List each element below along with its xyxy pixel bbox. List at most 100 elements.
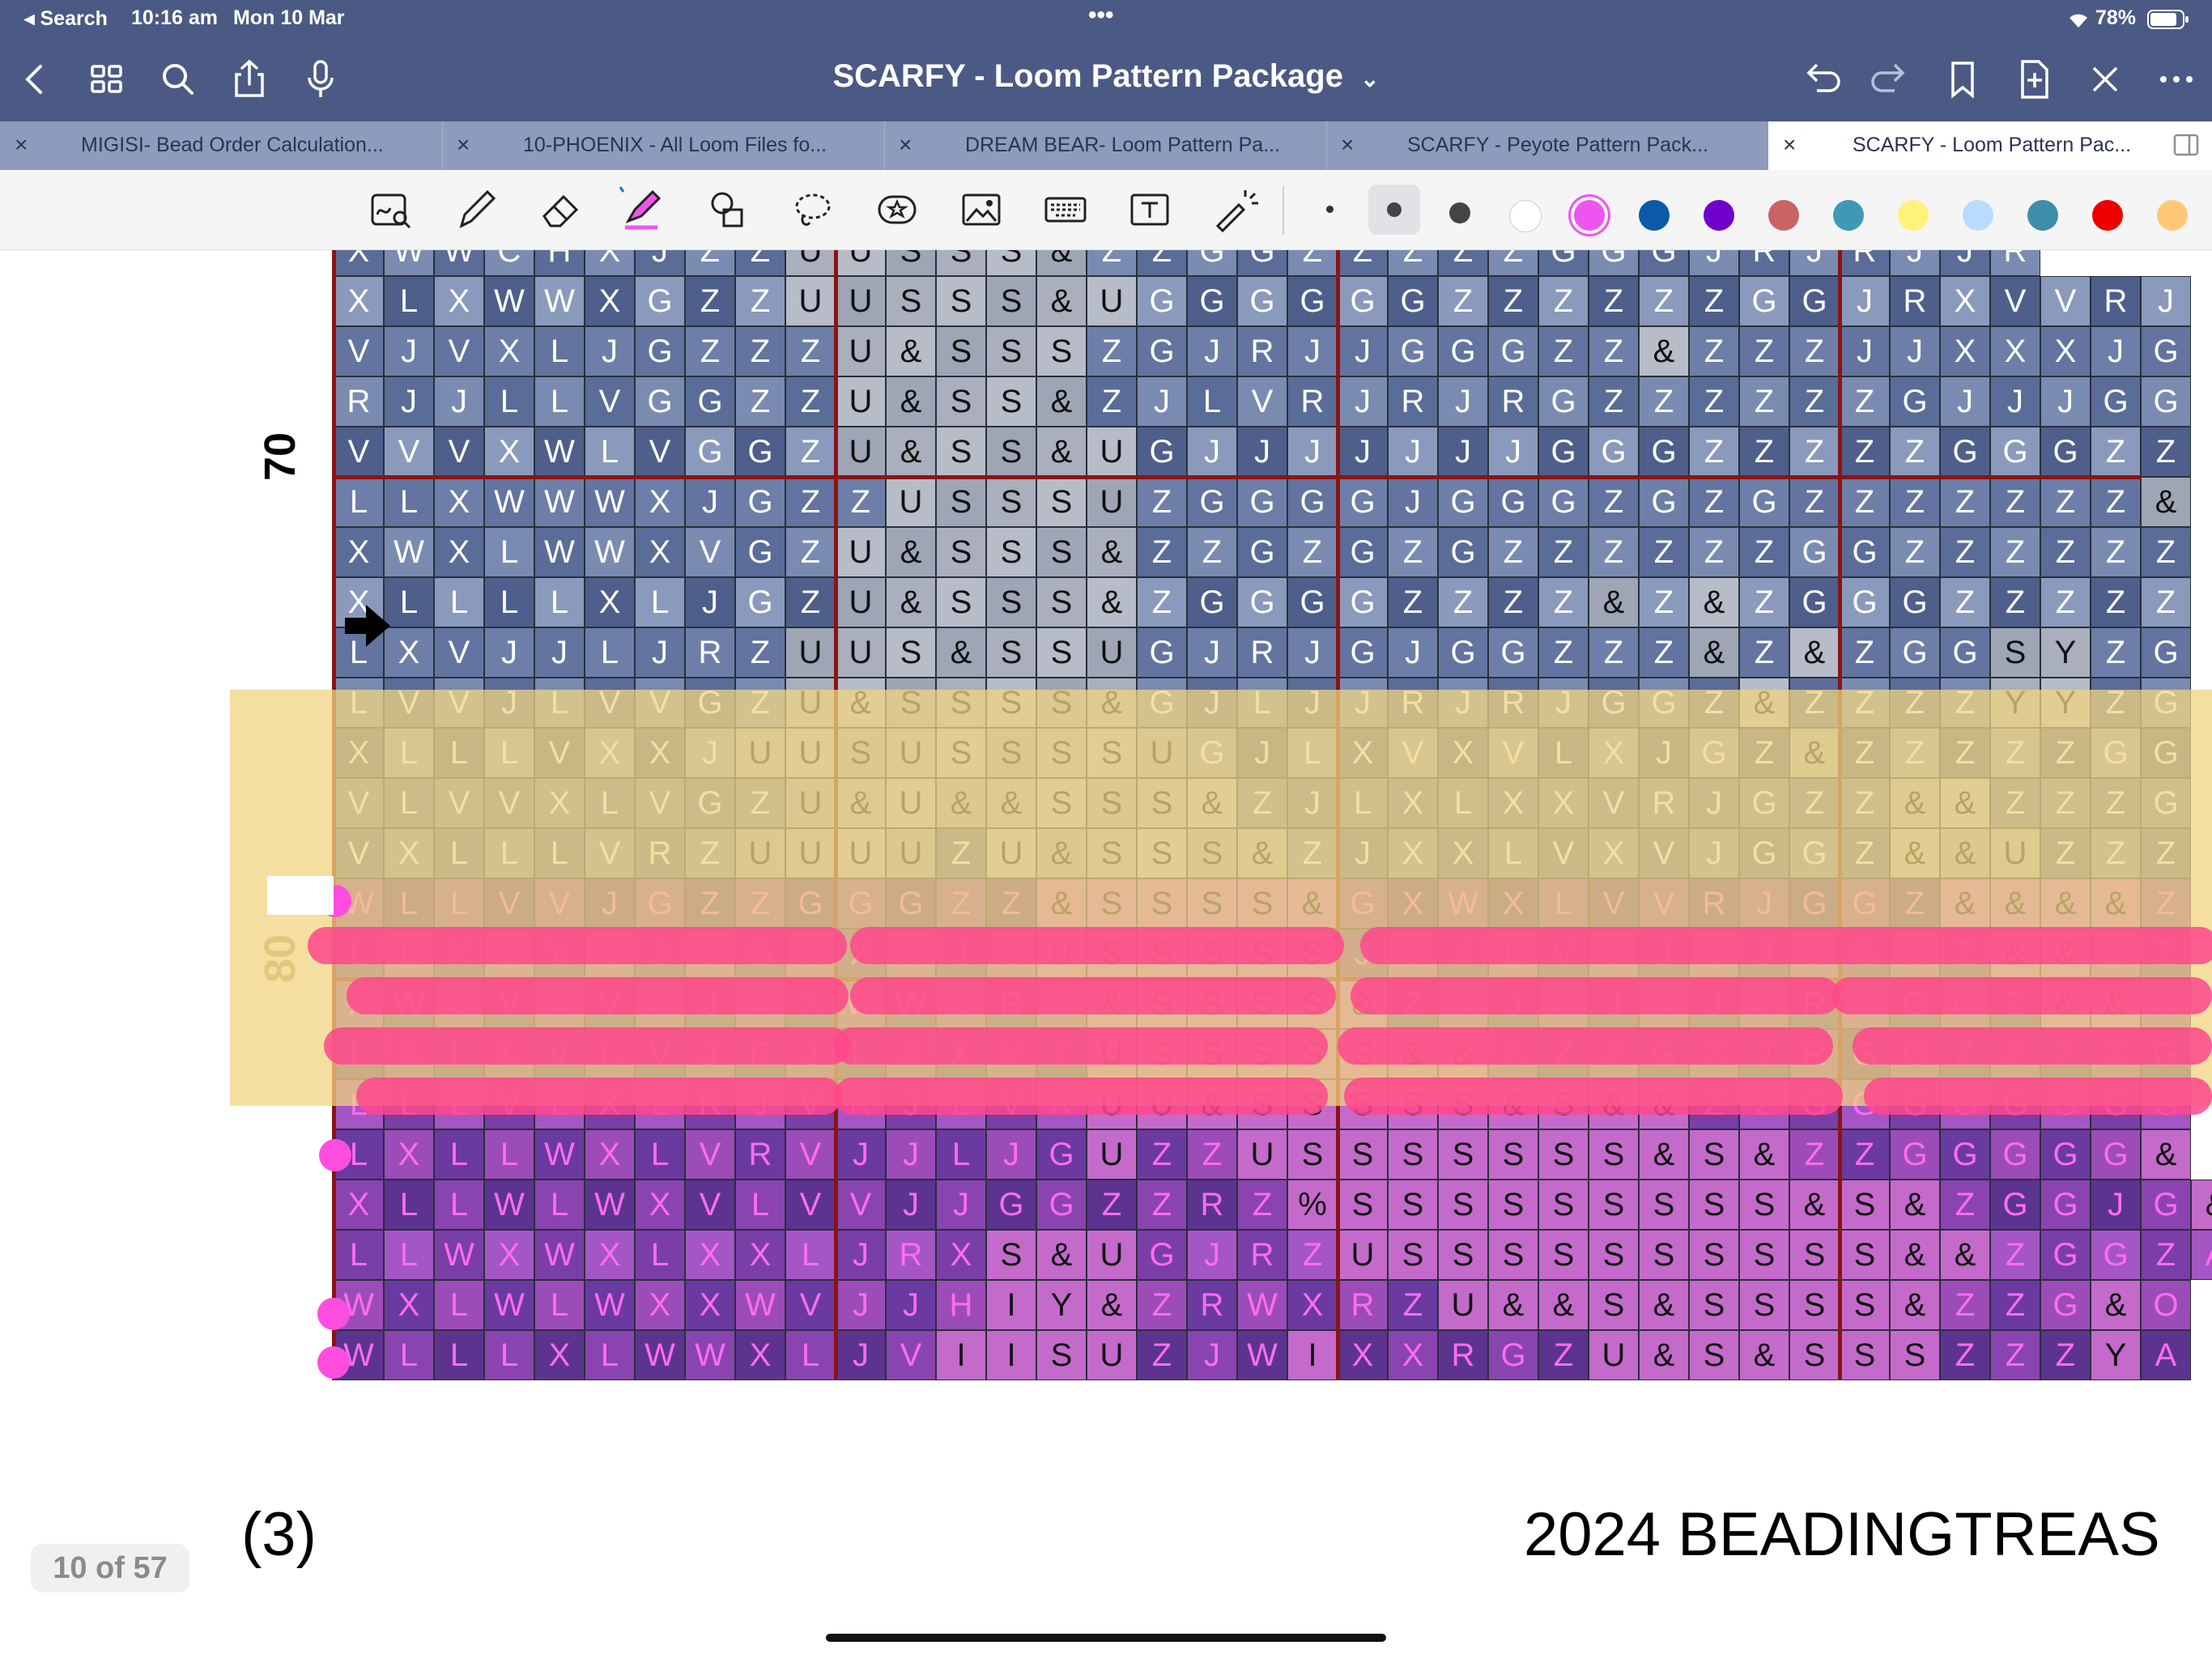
tab-close-icon[interactable]: ×	[15, 132, 28, 157]
color-swatch[interactable]	[1509, 200, 1542, 232]
bead-cell: G	[1287, 477, 1338, 527]
bead-cell: X	[685, 1280, 735, 1330]
bead-cell: Z	[735, 376, 785, 427]
color-swatch[interactable]	[1704, 200, 1734, 231]
bead-cell: L	[936, 1129, 986, 1180]
bead-cell: &	[1639, 1129, 1689, 1180]
title-chevron-down-icon[interactable]: ⌄	[1360, 66, 1380, 91]
microphone-icon[interactable]	[296, 55, 345, 104]
bead-cell: X	[685, 1230, 735, 1280]
bead-cell: L	[484, 376, 534, 427]
tab-phoenix[interactable]: × 10-PHOENIX - All Loom Files fo...	[442, 121, 885, 170]
color-swatch[interactable]	[2092, 200, 2123, 231]
bead-cell: G	[1739, 276, 1789, 326]
more-options-icon[interactable]	[2152, 55, 2201, 104]
document-title-text[interactable]: SCARFY - Loom Pattern Package	[832, 58, 1343, 94]
document-title[interactable]: SCARFY - Loom Pattern Package ⌄	[0, 58, 2212, 95]
handwriting-search-icon[interactable]	[368, 185, 416, 234]
wifi-icon	[2066, 10, 2091, 35]
bead-cell: &	[1739, 1129, 1789, 1180]
tab-dream-bear[interactable]: × DREAM BEAR- Loom Pattern Pa...	[884, 121, 1327, 170]
bead-cell: W	[384, 527, 434, 577]
bead-cell: O	[2141, 1280, 2191, 1330]
tab-scarfy-loom-active[interactable]: × SCARFY - Loom Pattern Pac...	[1768, 121, 2212, 170]
undo-icon[interactable]	[1796, 55, 1844, 104]
color-swatch[interactable]	[1768, 200, 1799, 231]
bead-cell: G	[1538, 427, 1589, 477]
bead-cell: L	[334, 1230, 384, 1280]
bead-cell: G	[1338, 527, 1388, 577]
shapes-icon[interactable]	[704, 185, 753, 234]
bead-cell: G	[1036, 1129, 1087, 1180]
color-swatch[interactable]	[1574, 200, 1605, 231]
image-icon[interactable]	[957, 185, 1006, 234]
bead-cell: G	[1589, 250, 1639, 276]
bead-cell: Z	[785, 577, 836, 627]
color-swatch[interactable]	[1898, 200, 1929, 231]
bead-cell: Z	[1187, 1129, 1237, 1180]
bead-cell: L	[785, 1330, 836, 1380]
tab-close-icon[interactable]: ×	[1341, 132, 1355, 157]
tab-label[interactable]: SCARFY - Loom Pattern Pac...	[1853, 134, 2132, 156]
laser-pointer-icon[interactable]	[1210, 185, 1258, 234]
tab-label[interactable]: SCARFY - Peyote Pattern Pack...	[1407, 134, 1708, 156]
color-swatch[interactable]	[1833, 200, 1864, 231]
bead-cell: G	[986, 1180, 1036, 1230]
bead-cell: &	[1739, 1330, 1789, 1380]
bead-cell: G	[1940, 1129, 1990, 1180]
home-indicator[interactable]	[826, 1634, 1386, 1642]
color-swatch[interactable]	[2027, 200, 2058, 231]
back-to-search-link[interactable]: ◂ Search	[24, 7, 108, 30]
lasso-icon[interactable]	[789, 185, 837, 234]
color-swatch[interactable]	[1639, 200, 1670, 231]
bead-cell: L	[635, 1230, 685, 1280]
bookmark-icon[interactable]	[1938, 55, 1987, 104]
search-icon[interactable]	[154, 55, 202, 104]
tab-close-icon[interactable]: ×	[457, 132, 470, 157]
tab-close-icon[interactable]: ×	[899, 132, 912, 157]
bead-cell: Z	[1438, 276, 1488, 326]
color-swatch[interactable]	[1963, 200, 1993, 231]
text-box-icon[interactable]	[1125, 185, 1174, 234]
highlighter-icon[interactable]	[617, 185, 666, 234]
bead-cell: J	[1338, 326, 1388, 376]
document-page[interactable]: X W W C H X J Z Z U U S S S & Z Z G G Z Z Z Z Z G G G J R J R J J R X L X W W X…	[0, 250, 2212, 1658]
tab-label[interactable]: 10-PHOENIX - All Loom Files fo...	[523, 134, 827, 156]
bead-cell: Z	[1890, 427, 1940, 477]
redo-icon[interactable]	[1867, 55, 1916, 104]
add-page-icon[interactable]	[2010, 55, 2058, 104]
pink-highlight-stroke	[1853, 1027, 2212, 1065]
eraser-icon[interactable]	[536, 185, 585, 234]
pen-size-medium-selected[interactable]	[1368, 185, 1420, 235]
tab-label[interactable]: MIGISI- Bead Order Calculation...	[81, 134, 384, 156]
pen-icon[interactable]	[452, 185, 500, 234]
bead-cell: G	[1589, 427, 1639, 477]
sticker-icon[interactable]	[873, 185, 921, 234]
pen-size-small[interactable]	[1326, 206, 1334, 213]
color-swatch[interactable]	[2157, 200, 2188, 231]
bead-cell: W	[585, 1180, 635, 1230]
bead-cell: J	[1890, 250, 1940, 276]
share-icon[interactable]	[225, 55, 274, 104]
document-tab-bar: × MIGISI- Bead Order Calculation... × 10…	[0, 121, 2212, 170]
tab-label[interactable]: DREAM BEAR- Loom Pattern Pa...	[965, 134, 1281, 156]
grid-view-icon[interactable]	[83, 55, 131, 104]
bead-cell: G	[1287, 276, 1338, 326]
bead-cell: L	[434, 1129, 484, 1180]
bead-cell: J	[484, 627, 534, 678]
split-view-icon[interactable]	[2173, 133, 2199, 163]
back-icon[interactable]	[11, 55, 60, 104]
tab-migisi[interactable]: × MIGISI- Bead Order Calculation...	[0, 121, 443, 170]
bead-cell: Z	[2040, 1330, 2091, 1380]
collapse-toolbar-icon[interactable]	[2081, 55, 2129, 104]
bead-cell: G	[1137, 627, 1187, 678]
pen-size-large[interactable]	[1449, 202, 1470, 223]
keyboard-icon[interactable]	[1041, 185, 1090, 234]
tab-close-icon[interactable]: ×	[1783, 132, 1797, 157]
bead-cell: U	[836, 627, 886, 678]
bead-cell: S	[1689, 1180, 1739, 1230]
multitask-dots[interactable]: •••	[1088, 2, 1114, 28]
bead-cell: Z	[1137, 1330, 1187, 1380]
tab-scarfy-peyote[interactable]: × SCARFY - Peyote Pattern Pack...	[1326, 121, 1769, 170]
bead-cell: V	[334, 326, 384, 376]
